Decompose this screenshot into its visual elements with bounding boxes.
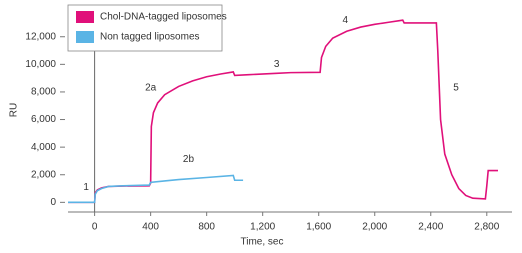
x-tick-label: 1,200 — [250, 222, 275, 233]
x-axis-label: Time, sec — [241, 237, 284, 248]
y-axis-label: RU — [9, 103, 20, 117]
x-tick-label: 2,000 — [362, 222, 387, 233]
x-tick-label: 1,600 — [306, 222, 331, 233]
annotation: 4 — [343, 15, 349, 26]
y-tick-label: 6,000 — [31, 114, 56, 125]
legend-label: Chol-DNA-tagged liposomes — [100, 12, 227, 23]
annotation: 2a — [145, 82, 157, 93]
x-tick-label: 2,400 — [418, 222, 443, 233]
annotation: 5 — [453, 82, 459, 93]
x-tick-label: 400 — [142, 222, 159, 233]
x-tick-label: 0 — [92, 222, 98, 233]
x-tick-label: 2,800 — [474, 222, 499, 233]
y-tick-label: 10,000 — [25, 59, 56, 70]
y-tick-label: 12,000 — [25, 31, 56, 42]
y-tick-label: 0 — [50, 197, 56, 208]
legend-swatch — [76, 11, 94, 23]
legend-label: Non tagged liposomes — [100, 32, 200, 43]
y-tick-label: 2,000 — [31, 169, 56, 180]
annotation: 3 — [274, 59, 280, 70]
y-tick-label: 8,000 — [31, 87, 56, 98]
y-tick-label: 4,000 — [31, 142, 56, 153]
annotation: 1 — [83, 182, 89, 193]
legend-box — [67, 4, 223, 52]
annotation: 2b — [183, 154, 195, 165]
legend-swatch — [76, 31, 94, 43]
series-line — [68, 174, 244, 204]
x-tick-label: 800 — [198, 222, 215, 233]
